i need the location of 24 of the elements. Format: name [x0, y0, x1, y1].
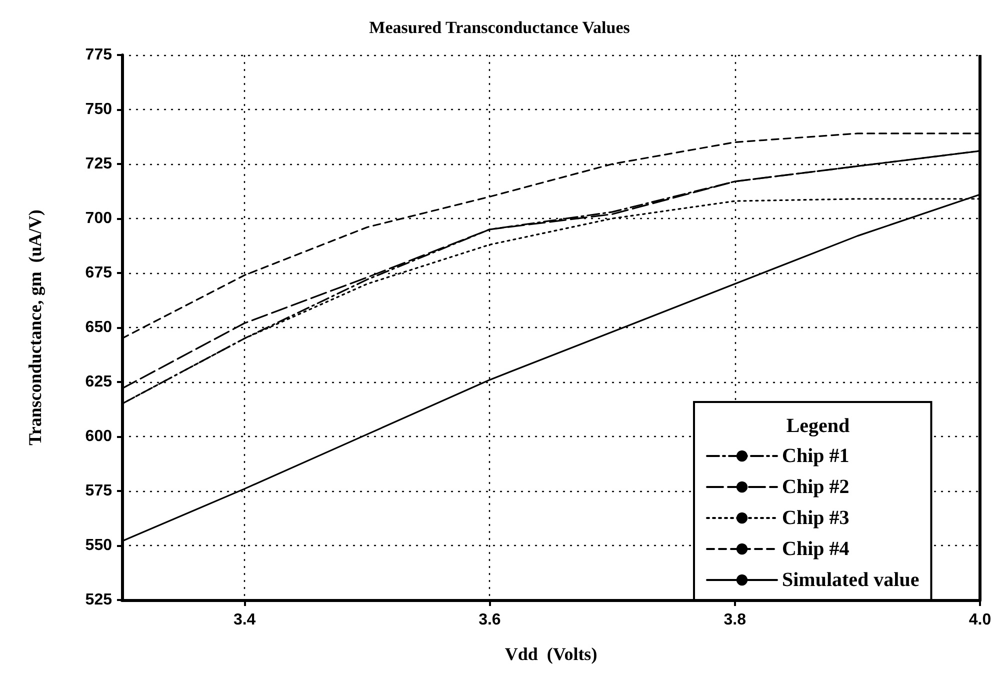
y-tick-label: 575	[85, 482, 112, 500]
legend-label: Simulated value	[782, 569, 920, 591]
y-tick-label: 750	[85, 101, 112, 118]
legend-title: Legend	[786, 415, 850, 437]
x-axis-title: Vdd (Volts)	[504, 644, 598, 664]
y-tick-label: 600	[85, 428, 112, 445]
x-tick-label: 3.6	[478, 612, 501, 628]
y-tick-label: 525	[85, 592, 112, 608]
y-axis-title: Transconductance, gm (uA/V)	[25, 210, 45, 446]
y-tick-label: 625	[85, 374, 112, 390]
legend-label: Chip #1	[782, 445, 850, 467]
y-tick-label: 775	[85, 46, 112, 64]
x-tick-label: 4.0	[968, 612, 992, 628]
y-tick-label: 550	[85, 537, 112, 554]
y-tick-label: 650	[85, 319, 112, 336]
y-tick-label: 700	[85, 210, 112, 227]
legend-label: Chip #3	[782, 507, 850, 529]
x-tick-label: 3.4	[233, 612, 256, 628]
x-tick-label: 3.8	[724, 612, 746, 628]
legend-label: Chip #2	[782, 476, 850, 498]
y-tick-label: 725	[85, 156, 112, 172]
legend-label: Chip #4	[782, 538, 850, 560]
y-tick-label: 675	[85, 264, 112, 282]
chart-title: Measured Transconductance Values	[369, 18, 630, 37]
